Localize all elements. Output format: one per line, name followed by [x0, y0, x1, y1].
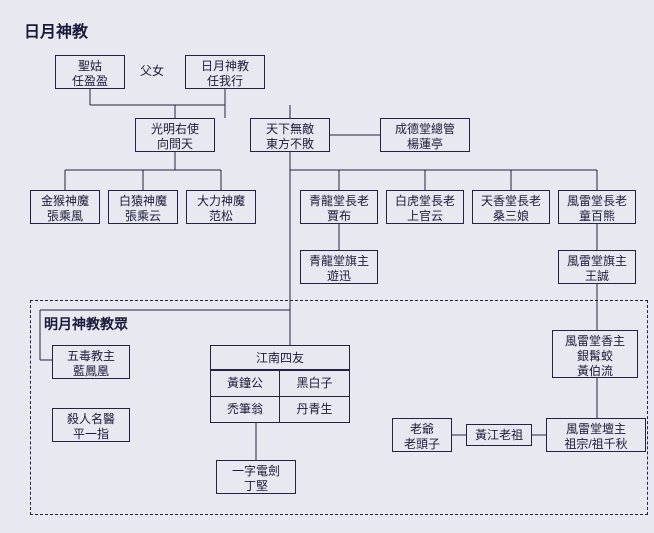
node-qinglong_e: 青龍堂長老 賈布 — [300, 190, 378, 224]
jiangnan-cell: 丹青生 — [280, 396, 349, 422]
node-baiyuan: 白猿神魔 張乘云 — [108, 190, 178, 224]
node-laoye: 老爺 老頭子 — [392, 418, 452, 452]
chart-title: 日月神教 — [24, 18, 88, 42]
node-huangjiang: 黃江老祖 — [466, 424, 532, 446]
jiangnan-cell: 黑白子 — [280, 370, 349, 396]
jiangnan-title: 江南四友 — [211, 346, 349, 370]
node-qinglong_qz: 青龍堂旗主 遊迅 — [300, 250, 378, 284]
jiangnan-cell: 禿筆翁 — [211, 396, 280, 422]
node-dali: 大力神魔 范松 — [186, 190, 256, 224]
node-fenglei_qz: 風雷堂旗主 王誠 — [558, 250, 636, 284]
node-jinhou: 金猴神魔 張乘風 — [30, 190, 100, 224]
node-yizidian: 一字電劍 丁堅 — [216, 460, 296, 494]
node-tianxiang: 天香堂長老 桑三娘 — [472, 190, 550, 224]
node-baihu_e: 白虎堂長老 上官云 — [386, 190, 464, 224]
relation-label: 父女 — [140, 62, 164, 79]
node-fenglei_xz: 風雷堂香主 銀髯蛟 黃伯流 — [552, 330, 638, 378]
node-sharen: 殺人名醫 平一指 — [52, 408, 130, 442]
jiangnan-siyou: 江南四友 黃鐘公 黑白子 禿筆翁 丹青生 — [210, 345, 350, 423]
subgroup-title: 明月神教教眾 — [44, 314, 128, 334]
node-fenglei_e: 風雷堂長老 童百熊 — [558, 190, 636, 224]
org-chart: 日月神教 明月神教教眾 父女 聖姑 任盈盈 日月神教 任我行光明右使 向問天 天下無… — [0, 0, 654, 533]
node-guangming: 光明右使 向問天 — [135, 118, 215, 152]
node-wudu: 五毒教主 藍鳳凰 — [52, 345, 130, 379]
node-dongfang: 天下無敵 東方不敗 — [250, 118, 330, 152]
node-shenggu: 聖姑 任盈盈 — [55, 55, 125, 89]
node-chengde: 成德堂總管 楊蓮亭 — [380, 118, 470, 152]
jiangnan-cell: 黃鐘公 — [211, 370, 280, 396]
node-fenglei_tz: 風雷堂壇主 祖宗/祖千秋 — [546, 418, 646, 452]
node-leader: 日月神教 任我行 — [185, 55, 265, 89]
